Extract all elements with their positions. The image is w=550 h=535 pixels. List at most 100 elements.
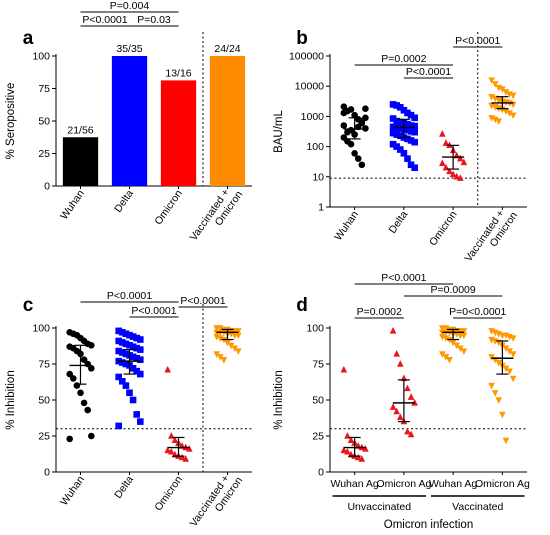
data-point — [442, 354, 450, 361]
data-point — [115, 327, 122, 335]
x-tick-label: Omicron — [152, 188, 185, 228]
data-point — [499, 86, 506, 94]
data-point — [164, 446, 171, 454]
x-tick-label: Wuhan Ag — [429, 478, 477, 490]
data-point — [389, 129, 397, 137]
data-point — [488, 77, 495, 84]
data-point — [488, 354, 495, 361]
data-point — [453, 342, 461, 350]
data-point — [396, 146, 404, 153]
data-point — [220, 356, 228, 364]
data-point — [491, 116, 499, 124]
series-1 — [389, 101, 418, 172]
data-point — [460, 328, 468, 335]
x-tick-label: Delta — [386, 209, 410, 236]
panel-a: a 0 25 50 75 100 % Seropositive Wuhan Delta Omicr… — [5, 0, 252, 250]
data-point — [491, 390, 499, 397]
data-point — [88, 365, 95, 372]
data-point — [340, 122, 348, 129]
series-0 — [340, 103, 369, 169]
data-point — [122, 360, 130, 368]
data-point — [119, 329, 126, 336]
series-1 — [389, 326, 418, 438]
data-point — [389, 140, 397, 148]
panel-b: b 1 10 100 1000 10000 100000 BAU/mL Wuhan Delta Om… — [273, 28, 527, 264]
comparison-label: P<0.0001 — [107, 290, 152, 302]
series-0 — [66, 329, 95, 443]
data-point — [213, 351, 220, 358]
comparison-label: P<0.0001 — [180, 295, 225, 307]
data-point — [389, 115, 397, 122]
data-point — [509, 351, 517, 358]
data-point — [171, 436, 179, 444]
data-point — [351, 149, 358, 157]
data-point — [137, 370, 144, 378]
data-point — [449, 170, 457, 178]
data-point — [509, 375, 517, 383]
data-point — [126, 341, 133, 349]
data-point — [119, 339, 126, 346]
data-point — [396, 360, 404, 367]
data-point — [344, 447, 351, 455]
data-point — [460, 348, 468, 355]
data-point — [122, 382, 130, 389]
x-tick-label: Delta — [112, 188, 136, 215]
comparison-label: P=0.0002 — [381, 53, 426, 65]
data-point — [396, 118, 404, 126]
y-tick-label: 1 — [318, 202, 324, 214]
data-point — [362, 445, 369, 452]
series-3 — [488, 328, 517, 445]
data-point — [84, 406, 91, 414]
data-point — [509, 335, 517, 342]
data-point — [499, 411, 506, 419]
data-point — [400, 106, 408, 114]
data-point — [439, 351, 446, 358]
y-axis-label: % Seropositive — [5, 83, 17, 160]
data-point — [133, 344, 140, 352]
data-point — [411, 122, 418, 130]
series-3 — [213, 325, 242, 364]
series-1 — [115, 327, 144, 430]
y-axis-label: % Inhibition — [273, 370, 285, 429]
data-point — [137, 356, 144, 363]
comparison-label: P<0.0001 — [381, 272, 426, 284]
data-point — [411, 128, 418, 136]
data-point — [119, 377, 126, 385]
x-tick-label: Wuhan Ag — [330, 478, 378, 490]
y-tick-label: 75 — [38, 359, 50, 371]
data-point — [129, 353, 137, 361]
data-point — [224, 339, 231, 347]
y-tick-label: 50 — [38, 395, 50, 407]
x-tick-label: Wuhan — [58, 474, 87, 508]
data-point — [129, 396, 137, 404]
bar — [62, 137, 99, 186]
data-point — [129, 343, 137, 351]
x-tick-label: Vaccinated +Omicron — [188, 468, 246, 535]
data-point — [347, 106, 355, 113]
data-point — [129, 365, 137, 372]
comparison-label: P=0.0002 — [357, 306, 402, 318]
data-point — [358, 455, 366, 462]
y-tick-label: 75 — [312, 359, 324, 371]
data-point — [411, 164, 418, 172]
data-point — [133, 354, 140, 362]
x-tick-label: Wuhan — [58, 188, 87, 222]
data-point — [340, 103, 348, 110]
data-point — [137, 346, 144, 353]
bar-label: 24/24 — [214, 43, 240, 55]
series-2 — [164, 365, 193, 462]
data-point — [115, 347, 122, 355]
data-point — [396, 132, 404, 139]
x-tick-label: Omicron — [427, 209, 460, 249]
data-point — [358, 161, 366, 169]
data-point — [491, 81, 499, 88]
data-point — [115, 337, 122, 345]
y-tick-label: 75 — [38, 83, 50, 95]
y-tick-label: 1000 — [301, 111, 325, 123]
data-point — [457, 174, 464, 181]
data-point — [389, 101, 397, 108]
data-point — [133, 411, 140, 418]
x-tick-label: Vaccinated +Omicron — [188, 182, 246, 250]
